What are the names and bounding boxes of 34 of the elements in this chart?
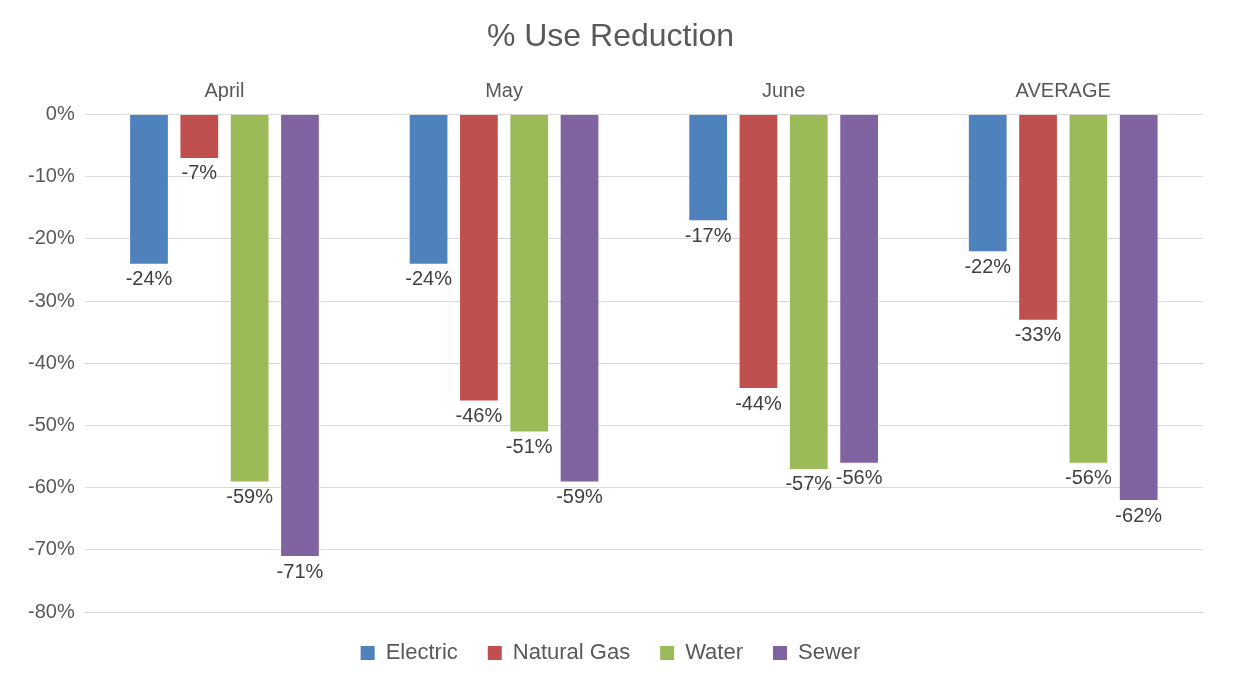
data-label: -71% bbox=[276, 559, 324, 582]
x-tick-label: June bbox=[761, 78, 806, 101]
data-label: -62% bbox=[1115, 503, 1163, 526]
data-label: -59% bbox=[226, 484, 274, 507]
y-tick-label: -80% bbox=[27, 599, 75, 622]
y-tick-label: -10% bbox=[27, 164, 75, 187]
data-label: -7% bbox=[181, 161, 218, 184]
legend-label: Electric bbox=[385, 639, 458, 665]
y-tick-label: -70% bbox=[27, 537, 75, 560]
data-label: -24% bbox=[125, 267, 173, 290]
x-tick-label: May bbox=[485, 78, 523, 101]
data-label: -51% bbox=[505, 435, 553, 458]
y-tick-label: -40% bbox=[27, 350, 75, 373]
chart-title: % Use Reduction bbox=[486, 17, 735, 54]
y-tick-label: -30% bbox=[27, 288, 75, 311]
data-label: -46% bbox=[455, 404, 503, 427]
data-label: -22% bbox=[964, 254, 1012, 277]
y-tick-label: 0% bbox=[45, 101, 75, 124]
data-label: -17% bbox=[684, 223, 732, 246]
legend-label: Natural Gas bbox=[512, 639, 631, 665]
y-tick-label: -60% bbox=[27, 475, 75, 498]
data-label: -57% bbox=[785, 472, 833, 495]
y-tick-label: -50% bbox=[27, 412, 75, 435]
legend-label: Sewer bbox=[798, 639, 861, 665]
data-label: -44% bbox=[735, 391, 783, 414]
data-label: -33% bbox=[1014, 323, 1062, 346]
legend-label: Water bbox=[685, 639, 743, 665]
data-label: -24% bbox=[405, 267, 453, 290]
x-tick-label: AVERAGE bbox=[1015, 78, 1111, 101]
data-label: -59% bbox=[556, 484, 604, 507]
data-label: -56% bbox=[835, 466, 883, 489]
x-tick-label: April bbox=[204, 78, 245, 101]
y-tick-label: -20% bbox=[27, 226, 75, 249]
data-label: -56% bbox=[1065, 466, 1112, 489]
